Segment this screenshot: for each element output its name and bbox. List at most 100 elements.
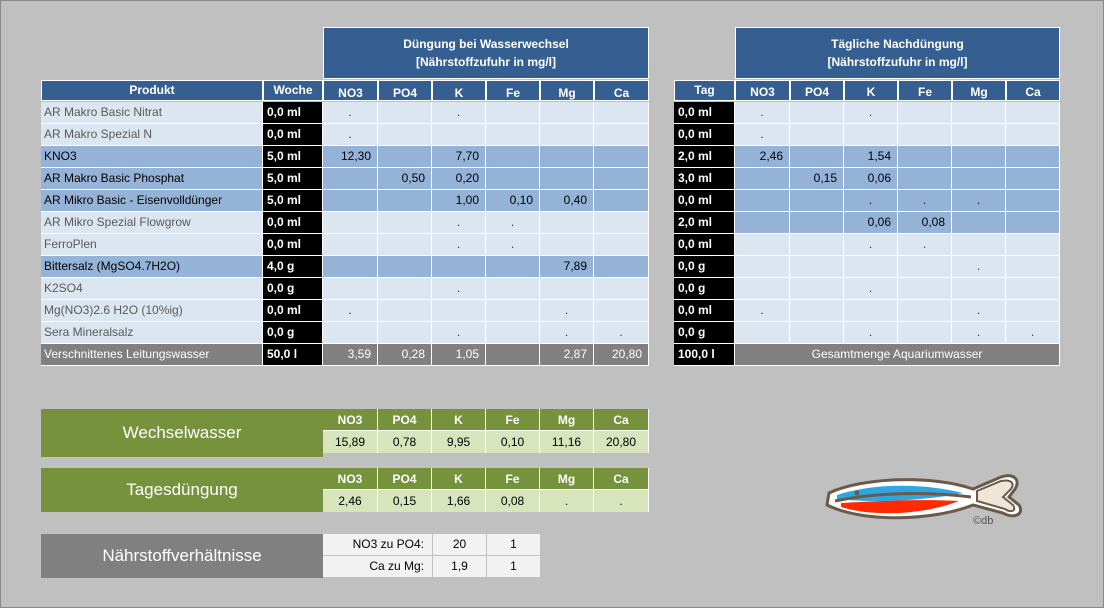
weekly-value-cell	[540, 278, 594, 300]
weekly-amount-input[interactable]: 0,0 ml	[263, 102, 323, 124]
daily-value-cell: .	[898, 190, 952, 212]
weekly-value-cell	[540, 168, 594, 190]
daily-col-header-tag: Tag	[674, 80, 735, 101]
product-name: AR Makro Spezial N	[41, 124, 263, 146]
product-name: FerroPlen	[41, 234, 263, 256]
daily-value-cell	[735, 190, 790, 212]
daily-value-cell: .	[844, 322, 898, 344]
daily-amount-input[interactable]: 3,0 ml	[674, 168, 735, 190]
tagesduengung-value: 2,46	[323, 490, 378, 512]
daily-value-cell	[1006, 212, 1060, 234]
weekly-value-cell: .	[323, 300, 378, 322]
daily-value-cell	[1006, 234, 1060, 256]
water-row-label: Verschnittenes Leitungswasser	[41, 344, 263, 366]
weekly-value-cell: .	[432, 234, 486, 256]
product-name: AR Makro Basic Nitrat	[41, 102, 263, 124]
weekly-value-cell	[594, 102, 649, 124]
daily-amount-input[interactable]: 0,0 ml	[674, 124, 735, 146]
product-name: Sera Mineralsalz	[41, 322, 263, 344]
daily-value-cell	[735, 234, 790, 256]
product-name: AR Makro Basic Phosphat	[41, 168, 263, 190]
ratio-value-a: 20	[433, 534, 487, 556]
daily-amount-input[interactable]: 0,0 g	[674, 256, 735, 278]
daily-value-cell: .	[952, 322, 1006, 344]
weekly-value-cell: 0,10	[486, 190, 540, 212]
weekly-value-cell: .	[432, 278, 486, 300]
daily-value-cell	[898, 168, 952, 190]
weekly-value-cell: 12,30	[323, 146, 378, 168]
weekly-value-cell	[432, 300, 486, 322]
weekly-value-cell	[594, 278, 649, 300]
aquarium-volume-input[interactable]: 100,0 l	[674, 344, 735, 366]
weekly-value-cell	[378, 256, 432, 278]
weekly-value-cell	[378, 234, 432, 256]
ratio-value-b: 1	[487, 534, 541, 556]
daily-value-cell	[790, 278, 844, 300]
daily-amount-input[interactable]: 0,0 ml	[674, 300, 735, 322]
weekly-amount-input[interactable]: 5,0 ml	[263, 168, 323, 190]
weekly-amount-input[interactable]: 0,0 ml	[263, 124, 323, 146]
weekly-amount-input[interactable]: 5,0 ml	[263, 190, 323, 212]
weekly-value-cell	[432, 256, 486, 278]
wechselwasser-value: 20,80	[594, 431, 649, 453]
weekly-amount-input[interactable]: 0,0 ml	[263, 234, 323, 256]
weekly-value-cell	[594, 256, 649, 278]
weekly-value-cell	[594, 212, 649, 234]
daily-value-cell	[844, 300, 898, 322]
daily-value-cell	[790, 102, 844, 124]
product-name: AR Mikro Basic - Eisenvolldünger	[41, 190, 263, 212]
daily-amount-input[interactable]: 0,0 ml	[674, 234, 735, 256]
aquarium-volume-label: Gesamtmenge Aquariumwasser	[735, 344, 1060, 366]
weekly-col-header-produkt: Produkt	[41, 80, 263, 101]
wechselwasser-header-fe: Fe	[486, 409, 540, 431]
daily-amount-input[interactable]: 0,0 g	[674, 322, 735, 344]
weekly-amount-input[interactable]: 0,0 ml	[263, 300, 323, 322]
tagesduengung-title: Tagesdüngung	[41, 468, 323, 512]
daily-value-cell: .	[844, 190, 898, 212]
daily-amount-input[interactable]: 0,0 g	[674, 278, 735, 300]
weekly-value-cell	[540, 124, 594, 146]
daily-amount-input[interactable]: 0,0 ml	[674, 190, 735, 212]
tagesduengung-header-no3: NO3	[323, 468, 378, 490]
daily-amount-input[interactable]: 2,0 ml	[674, 146, 735, 168]
daily-amount-input[interactable]: 2,0 ml	[674, 212, 735, 234]
weekly-value-cell	[323, 168, 378, 190]
fish-logo-svg	[825, 474, 1022, 520]
ratio-value-b: 1	[487, 556, 541, 578]
weekly-value-cell	[486, 102, 540, 124]
weekly-amount-input[interactable]: 0,0 g	[263, 278, 323, 300]
daily-value-cell	[844, 256, 898, 278]
tagesduengung-value: 1,66	[432, 490, 486, 512]
weekly-col-header-fe: Fe	[486, 80, 540, 101]
daily-value-cell	[952, 168, 1006, 190]
daily-title-line2: [Nährstoffzufuhr in mg/l]	[827, 55, 968, 69]
daily-value-cell	[790, 146, 844, 168]
daily-value-cell: .	[735, 124, 790, 146]
weekly-value-cell: .	[323, 124, 378, 146]
weekly-amount-input[interactable]: 0,0 ml	[263, 212, 323, 234]
wechselwasser-value: 15,89	[323, 431, 378, 453]
daily-value-cell	[735, 278, 790, 300]
product-name: KNO3	[41, 146, 263, 168]
weekly-value-cell	[323, 322, 378, 344]
daily-value-cell	[790, 212, 844, 234]
daily-value-cell	[790, 124, 844, 146]
weekly-col-header-no3: NO3	[323, 80, 378, 101]
weekly-amount-input[interactable]: 5,0 ml	[263, 146, 323, 168]
ratio-value-a: 1,9	[433, 556, 487, 578]
weekly-value-cell	[486, 168, 540, 190]
water-volume-input[interactable]: 50,0 l	[263, 344, 323, 366]
tagesduengung-value: .	[540, 490, 594, 512]
weekly-value-cell	[486, 300, 540, 322]
weekly-amount-input[interactable]: 4,0 g	[263, 256, 323, 278]
daily-amount-input[interactable]: 0,0 ml	[674, 102, 735, 124]
weekly-amount-input[interactable]: 0,0 g	[263, 322, 323, 344]
daily-value-cell	[735, 212, 790, 234]
weekly-value-cell	[378, 278, 432, 300]
weekly-col-header-woche: Woche	[263, 80, 323, 101]
daily-value-cell	[1006, 102, 1060, 124]
daily-value-cell	[898, 278, 952, 300]
tagesduengung-header-ca: Ca	[594, 468, 649, 490]
daily-section-title: Tägliche Nachdüngung [Nährstoffzufuhr in…	[735, 27, 1060, 79]
weekly-value-cell: 7,70	[432, 146, 486, 168]
